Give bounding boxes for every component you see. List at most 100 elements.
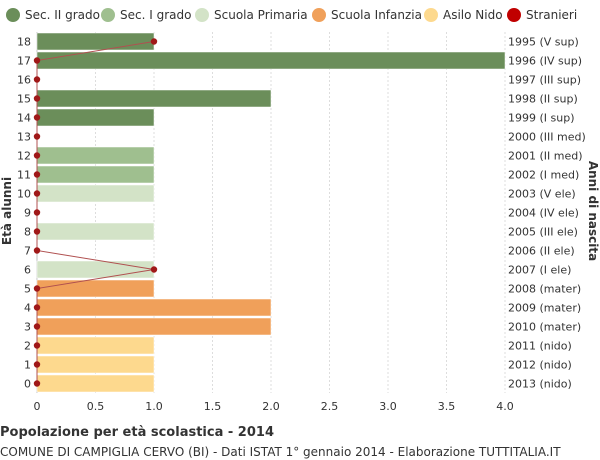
x-tick: 1.5	[204, 400, 222, 413]
birth-year-tick: 2001 (II med)	[508, 150, 583, 163]
birth-year-tick: 2005 (III ele)	[508, 226, 578, 239]
birth-year-tick: 2004 (IV ele)	[508, 207, 579, 220]
age-tick: 12	[17, 150, 31, 163]
age-tick: 1	[24, 359, 31, 372]
stranieri-point	[33, 285, 41, 292]
bar	[36, 51, 506, 70]
x-tick: 3.0	[379, 400, 397, 413]
stranieri-point	[33, 114, 41, 121]
age-tick: 15	[17, 93, 31, 106]
bar	[36, 298, 272, 317]
legend-swatch	[424, 8, 438, 22]
birth-year-tick: 1998 (II sup)	[508, 93, 578, 106]
birth-year-tick-labels: 1995 (V sup) 1996 (IV sup) 1997 (III sup) 1…	[508, 36, 586, 391]
stranieri-point	[33, 171, 41, 178]
bar	[36, 89, 272, 108]
x-tick: 3.5	[438, 400, 456, 413]
age-tick: 13	[17, 131, 31, 144]
stranieri-point	[33, 76, 41, 83]
age-tick: 6	[24, 264, 31, 277]
age-tick: 9	[24, 207, 31, 220]
legend-label: Scuola Primaria	[214, 8, 308, 22]
stranieri-point	[33, 209, 41, 216]
bar	[36, 355, 155, 374]
stranieri-point	[33, 323, 41, 330]
bar	[36, 336, 155, 355]
birth-year-tick: 2009 (mater)	[508, 302, 581, 315]
x-tick: 4.0	[496, 400, 514, 413]
footer-subtitle: COMUNE DI CAMPIGLIA CERVO (BI) - Dati IS…	[0, 445, 561, 459]
birth-year-tick: 1996 (IV sup)	[508, 55, 582, 68]
y-axis-label-left: Età alunni	[0, 177, 14, 245]
age-tick: 11	[17, 169, 31, 182]
age-tick: 3	[24, 321, 31, 334]
bar	[36, 146, 155, 165]
age-tick: 16	[17, 74, 31, 87]
legend-swatch	[6, 8, 20, 22]
birth-year-tick: 1995 (V sup)	[508, 36, 579, 49]
bar	[36, 279, 155, 298]
legend: Sec. II grado Sec. I grado Scuola Primaria…	[6, 8, 577, 22]
birth-year-tick: 2010 (mater)	[508, 321, 581, 334]
x-tick: 0.5	[87, 400, 105, 413]
legend-item: Sec. II grado	[6, 8, 100, 22]
birth-year-tick: 2002 (I med)	[508, 169, 579, 182]
legend-label: Stranieri	[526, 8, 577, 22]
legend-swatch	[312, 8, 326, 22]
bar	[36, 222, 155, 241]
age-tick: 17	[17, 55, 31, 68]
bar	[36, 184, 155, 203]
legend-label: Asilo Nido	[443, 8, 503, 22]
stranieri-point	[33, 190, 41, 197]
bar	[36, 374, 155, 393]
legend-swatch	[195, 8, 209, 22]
population-chart: Sec. II grado Sec. I grado Scuola Primaria…	[0, 8, 600, 413]
age-tick: 8	[24, 226, 31, 239]
stranieri-series	[33, 38, 158, 387]
birth-year-tick: 2006 (II ele)	[508, 245, 575, 258]
stranieri-point	[150, 38, 158, 45]
birth-year-tick: 2013 (nido)	[508, 378, 572, 391]
stranieri-point	[33, 133, 41, 140]
x-tick: 0	[34, 400, 41, 413]
stranieri-point	[33, 247, 41, 254]
birth-year-tick: 2003 (V ele)	[508, 188, 576, 201]
birth-year-tick: 2000 (III med)	[508, 131, 586, 144]
x-tick-labels: 0 0.5 1.0 1.5 2.0 2.5 3.0 3.5 4.0	[34, 400, 514, 413]
age-tick: 0	[24, 378, 31, 391]
bar	[36, 108, 155, 127]
birth-year-tick: 2007 (I ele)	[508, 264, 571, 277]
bar	[36, 260, 155, 279]
birth-year-tick: 1997 (III sup)	[508, 74, 581, 87]
stranieri-point	[33, 380, 41, 387]
x-tick: 2.5	[321, 400, 339, 413]
age-tick: 5	[24, 283, 31, 296]
stranieri-point	[33, 95, 41, 102]
stranieri-point	[33, 228, 41, 235]
footer-title: Popolazione per età scolastica - 2014	[0, 425, 274, 440]
age-tick: 2	[24, 340, 31, 353]
legend-item: Scuola Primaria	[195, 8, 308, 22]
bar	[36, 317, 272, 336]
legend-swatch	[507, 8, 521, 22]
stranieri-point	[33, 361, 41, 368]
stranieri-point	[33, 342, 41, 349]
bar	[36, 32, 155, 51]
age-tick: 18	[17, 36, 31, 49]
legend-item: Scuola Infanzia	[312, 8, 422, 22]
legend-item: Sec. I grado	[101, 8, 191, 22]
x-tick: 1.0	[145, 400, 163, 413]
legend-swatch	[101, 8, 115, 22]
stranieri-point	[150, 266, 158, 273]
bar	[36, 165, 155, 184]
x-tick: 2.0	[262, 400, 280, 413]
birth-year-tick: 1999 (I sup)	[508, 112, 575, 125]
bars	[36, 32, 506, 393]
birth-year-tick: 2011 (nido)	[508, 340, 572, 353]
stranieri-point	[33, 304, 41, 311]
birth-year-tick: 2008 (mater)	[508, 283, 581, 296]
legend-item: Asilo Nido	[424, 8, 503, 22]
legend-label: Sec. I grado	[120, 8, 191, 22]
legend-label: Sec. II grado	[25, 8, 100, 22]
